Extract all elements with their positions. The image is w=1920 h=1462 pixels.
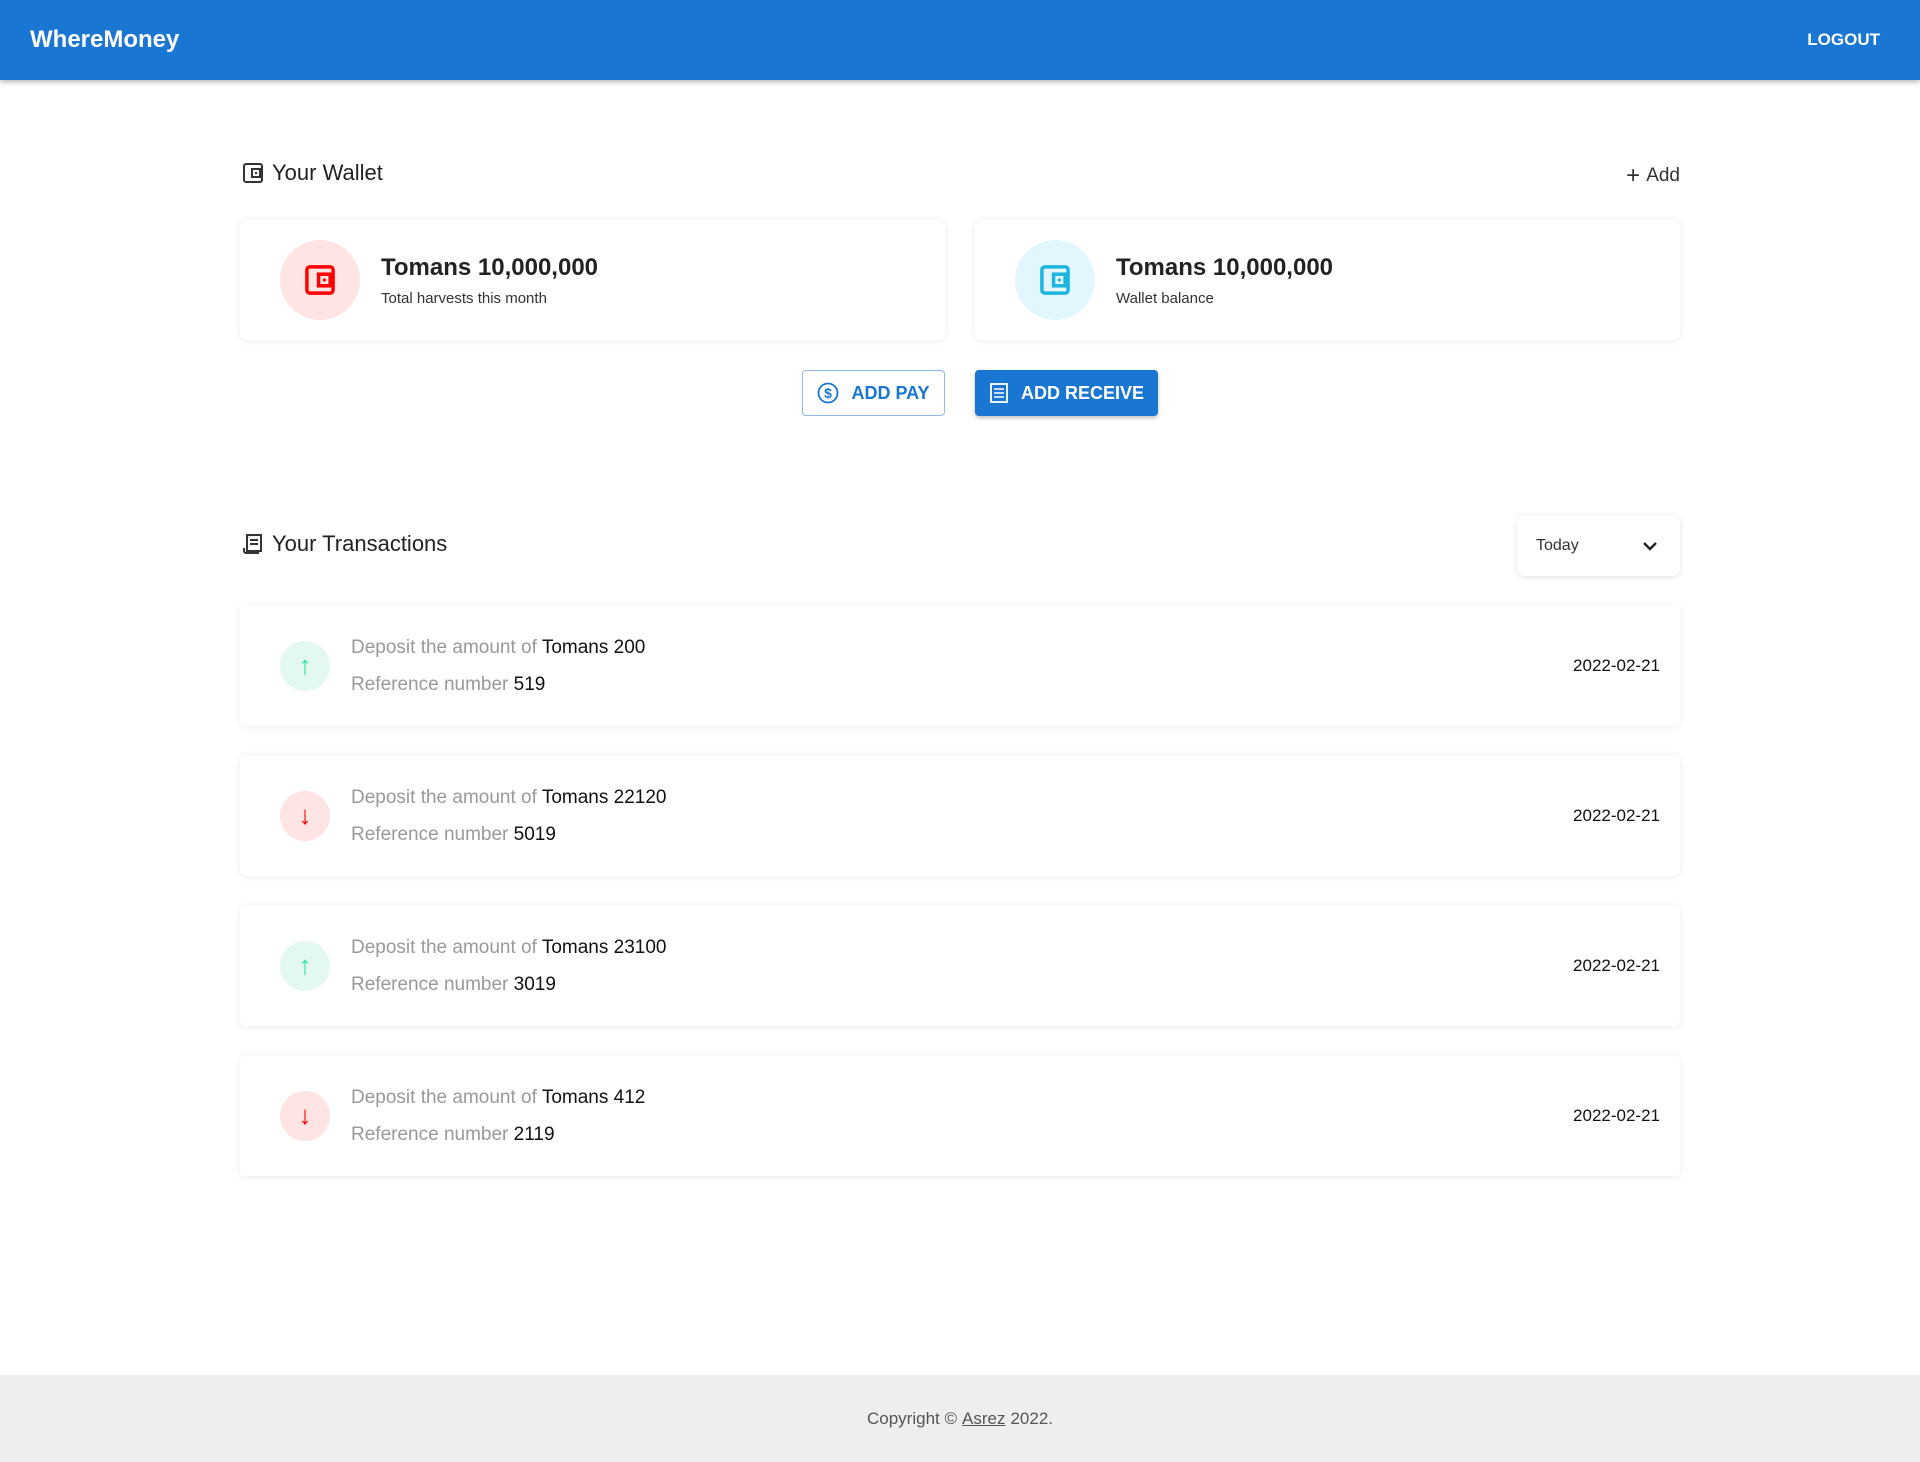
balance-card: Tomans 10,000,000 Wallet balance (975, 220, 1680, 340)
balance-value: Tomans 10,000,000 (1116, 253, 1334, 281)
amount-prefix: Deposit the amount of (351, 786, 537, 808)
period-value: Today (1536, 536, 1579, 554)
ref-prefix: Reference number (351, 973, 509, 995)
brand-logo[interactable]: WhereMoney (30, 26, 180, 53)
wallet-icon (243, 163, 263, 183)
transaction-ref: 2119 (513, 1123, 555, 1145)
transaction-amount-line: Deposit the amount of Tomans 23100 (351, 929, 666, 966)
arrow-down-icon: ↓ (280, 1090, 330, 1141)
transaction-row[interactable]: ↑ Deposit the amount of Tomans 23100 Ref… (240, 905, 1680, 1026)
transaction-row[interactable]: ↑ Deposit the amount of Tomans 200 Refer… (240, 605, 1680, 726)
receipt-icon (243, 534, 262, 554)
ref-prefix: Reference number (351, 823, 509, 845)
transactions-section-title: Your Transactions (242, 531, 447, 557)
logout-button[interactable]: LOGOUT (1807, 30, 1880, 49)
transaction-ref-line: Reference number 3019 (351, 966, 666, 1003)
receipt-icon (990, 383, 1008, 403)
wallet-icon (305, 265, 335, 295)
harvest-value: Tomans 10,000,000 (381, 253, 599, 281)
harvest-card: Tomans 10,000,000 Total harvests this mo… (240, 220, 945, 340)
transaction-date: 2022-02-21 (1573, 955, 1660, 975)
transaction-amount-line: Deposit the amount of Tomans 200 (351, 629, 645, 666)
transaction-ref: 3019 (513, 973, 556, 995)
transaction-date: 2022-02-21 (1573, 1105, 1660, 1125)
transaction-amount-line: Deposit the amount of Tomans 22120 (351, 779, 666, 816)
transaction-ref-line: Reference number 2119 (351, 1116, 645, 1153)
balance-label: Wallet balance (1116, 289, 1214, 307)
transaction-row[interactable]: ↓ Deposit the amount of Tomans 22120 Ref… (240, 755, 1680, 876)
ref-prefix: Reference number (351, 1123, 509, 1145)
transaction-ref-line: Reference number 519 (351, 666, 645, 703)
footer: Copyright © Asrez 2022. (0, 1375, 1920, 1462)
amount-prefix: Deposit the amount of (351, 636, 537, 658)
plus-icon: + (1626, 162, 1641, 189)
arrow-down-icon: ↓ (280, 790, 330, 841)
arrow-up-icon: ↑ (280, 640, 330, 691)
amount-prefix: Deposit the amount of (351, 1086, 537, 1108)
add-wallet-button[interactable]: + Add (1626, 162, 1680, 190)
svg-text:$: $ (825, 385, 833, 401)
transactions-title: Your Transactions (272, 531, 448, 556)
wallet-icon (1040, 265, 1070, 295)
add-receive-button[interactable]: ADD RECEIVE (975, 370, 1158, 416)
add-pay-label: ADD PAY (851, 382, 930, 403)
dollar-icon: $ (818, 382, 839, 404)
arrow-up-icon: ↑ (280, 940, 330, 991)
transaction-amount: Tomans 412 (541, 1086, 646, 1108)
transaction-row[interactable]: ↓ Deposit the amount of Tomans 412 Refer… (240, 1055, 1680, 1176)
transaction-amount: Tomans 200 (541, 636, 646, 658)
ref-prefix: Reference number (351, 673, 509, 695)
wallet-title: Your Wallet (272, 160, 383, 185)
transaction-date: 2022-02-21 (1573, 805, 1660, 825)
transaction-ref-line: Reference number 5019 (351, 816, 666, 853)
wallet-section-title: Your Wallet (242, 160, 383, 186)
transaction-ref: 5019 (513, 823, 556, 845)
period-select[interactable]: Today (1517, 515, 1680, 576)
harvest-label: Total harvests this month (381, 289, 547, 307)
harvest-icon-circle (280, 240, 360, 320)
asrez-link[interactable]: Asrez (962, 1408, 1006, 1428)
transaction-date: 2022-02-21 (1573, 655, 1660, 675)
amount-prefix: Deposit the amount of (351, 936, 537, 958)
copyright-year: 2022. (1010, 1408, 1054, 1428)
transaction-ref: 519 (513, 673, 546, 695)
add-pay-button[interactable]: $ ADD PAY (802, 370, 945, 416)
chevron-down-icon (1643, 541, 1657, 551)
transaction-amount-line: Deposit the amount of Tomans 412 (351, 1079, 645, 1116)
transaction-amount: Tomans 22120 (541, 786, 667, 808)
add-label: Add (1646, 165, 1680, 186)
app-bar: WhereMoney LOGOUT (0, 0, 1920, 80)
copyright-text: Copyright © (866, 1408, 957, 1428)
add-receive-label: ADD RECEIVE (1020, 382, 1145, 403)
balance-icon-circle (1015, 240, 1095, 320)
transaction-amount: Tomans 23100 (541, 936, 667, 958)
